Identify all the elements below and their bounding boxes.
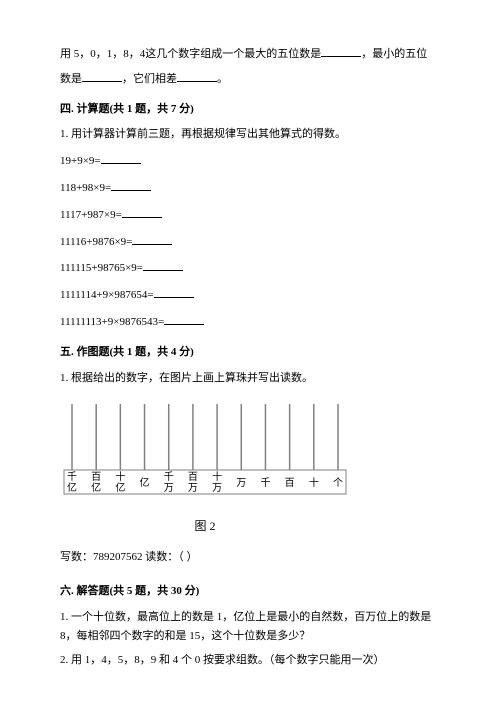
section-6-title: 六. 解答题(共 5 题，共 30 分) [60, 582, 440, 602]
abacus-caption: 图 2 [60, 516, 350, 538]
svg-text:十: 十 [309, 476, 319, 489]
svg-text:万: 万 [236, 478, 246, 489]
svg-text:万: 万 [212, 483, 222, 494]
svg-text:亿: 亿 [115, 481, 125, 494]
blank-min[interactable] [82, 69, 122, 82]
eq2-blank[interactable] [111, 178, 151, 191]
eq5-text: 111115+98765×9= [60, 262, 143, 274]
svg-text:亿: 亿 [67, 481, 77, 494]
section-4-instr: 1. 用计算器计算前三题，再根据规律写出其他算式的得数。 [60, 125, 440, 145]
write-read-line: 写数：789207562 读数：（ ） [60, 548, 440, 568]
section-4-title: 四. 计算题(共 1 题，共 7 分) [60, 100, 440, 120]
svg-text:百: 百 [188, 471, 198, 483]
eq1-blank[interactable] [101, 151, 141, 164]
intro-text-2: ，最小的五位 [361, 48, 427, 60]
abacus-svg-wrap: 千亿百亿十亿亿千万百万十万万千百十个 [60, 398, 350, 508]
question-2: 2. 用 1，4，5，8，9 和 4 个 0 按要求组数。（每个数字只能用一次） [60, 651, 440, 671]
section-5-instr: 1. 根据给出的数字，在图片上画上算珠并写出读数。 [60, 369, 440, 389]
eq3-blank[interactable] [122, 205, 162, 218]
eq6-text: 1111114+9×987654= [60, 289, 154, 301]
eq7-blank[interactable] [164, 312, 204, 325]
worksheet-page: 用 5，0，1，8，4这几个数字组成一个最大的五位数是 ，最小的五位 数是 ，它们相… [0, 0, 500, 705]
intro-text-3: 数是 [60, 73, 82, 85]
svg-text:十: 十 [115, 470, 125, 483]
section-5-title: 五. 作图题(共 1 题，共 4 分) [60, 343, 440, 363]
intro-text-4: ，它们相差 [122, 73, 177, 85]
eq5-blank[interactable] [143, 258, 183, 271]
eq1-text: 19+9×9= [60, 155, 101, 167]
eq7-text: 11111113+9×9876543= [60, 316, 164, 328]
equation-5: 111115+98765×9= [60, 258, 440, 279]
svg-text:千: 千 [67, 471, 77, 483]
blank-max[interactable] [321, 44, 361, 57]
svg-text:百: 百 [285, 477, 295, 489]
svg-text:万: 万 [188, 483, 198, 494]
svg-text:百: 百 [91, 471, 101, 483]
equation-1: 19+9×9= [60, 151, 440, 172]
equation-2: 118+98×9= [60, 178, 440, 199]
intro-text-1: 用 5，0，1，8，4这几个数字组成一个最大的五位数是 [60, 48, 321, 60]
eq2-text: 118+98×9= [60, 182, 111, 194]
svg-text:个: 个 [333, 477, 343, 489]
eq4-text: 11116+9876×9= [60, 236, 132, 248]
eq6-blank[interactable] [154, 285, 194, 298]
intro-paragraph-2: 数是 ，它们相差 。 [60, 69, 440, 90]
abacus-figure: 千亿百亿十亿亿千万百万十万万千百十个 图 2 [60, 398, 440, 538]
eq3-text: 1117+987×9= [60, 209, 122, 221]
intro-paragraph: 用 5，0，1，8，4这几个数字组成一个最大的五位数是 ，最小的五位 [60, 44, 440, 65]
question-1: 1. 一个十位数，最高位上的数是 1，亿位上是最小的自然数，百万位上的数是8，每… [60, 608, 440, 648]
svg-text:万: 万 [164, 483, 174, 494]
svg-text:亿: 亿 [91, 481, 101, 494]
blank-diff[interactable] [177, 69, 217, 82]
svg-text:十: 十 [212, 470, 222, 483]
equation-7: 11111113+9×9876543= [60, 312, 440, 333]
abacus-svg: 千亿百亿十亿亿千万百万十万万千百十个 [60, 398, 350, 508]
svg-text:千: 千 [164, 471, 174, 483]
equation-3: 1117+987×9= [60, 205, 440, 226]
intro-text-5: 。 [217, 73, 228, 85]
eq4-blank[interactable] [132, 232, 172, 245]
equation-6: 1111114+9×987654= [60, 285, 440, 306]
svg-text:亿: 亿 [140, 476, 150, 489]
svg-text:千: 千 [260, 477, 270, 489]
equation-4: 11116+9876×9= [60, 232, 440, 253]
